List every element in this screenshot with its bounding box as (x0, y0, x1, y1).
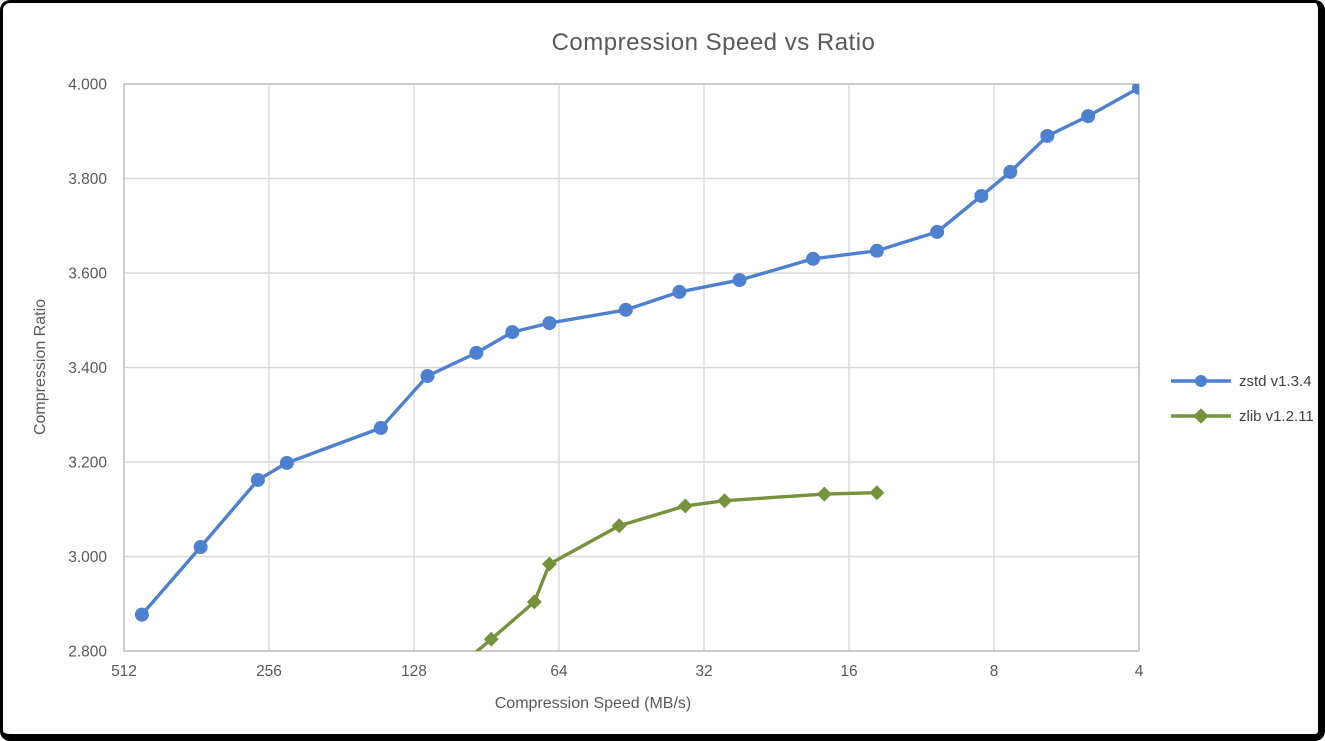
data-point-marker (1040, 128, 1055, 143)
data-point-marker (618, 302, 633, 317)
data-point-marker (732, 273, 747, 288)
data-point-marker (806, 251, 821, 266)
data-point-marker (193, 540, 208, 555)
data-point-marker (438, 670, 453, 685)
data-point-marker (526, 594, 542, 610)
x-tick-label: 128 (401, 663, 427, 680)
plot-border (123, 83, 1140, 652)
data-point-marker (1081, 109, 1096, 124)
x-tick-label: 32 (695, 663, 712, 680)
series-1 (438, 485, 885, 685)
x-tick-label: 4 (1135, 663, 1144, 680)
data-point-marker (420, 369, 435, 384)
y-tick-label: 3.400 (68, 360, 107, 377)
data-point-marker (930, 224, 945, 239)
plot-canvas: 2.800 3.000 3.200 3.400 3.600 3.800 4.000 512 25… (68, 76, 1144, 685)
legend-marker-zlib-icon (1171, 408, 1231, 424)
x-tick-label: 8 (990, 663, 999, 680)
legend: zstd v1.3.4 zlib v1.2.11 (1170, 371, 1314, 426)
legend-item-zstd: zstd v1.3.4 (1170, 371, 1314, 391)
data-point-marker (816, 486, 832, 502)
y-tick-label: 2.800 (68, 643, 107, 660)
x-tick-label: 256 (256, 663, 282, 680)
data-point-marker (250, 472, 265, 487)
series-0 (134, 84, 1139, 622)
data-point-marker (611, 518, 627, 534)
x-tick-label: 512 (111, 663, 137, 680)
data-point-marker (469, 345, 484, 360)
x-tick-label: 64 (550, 663, 568, 680)
y-tick-label: 3.600 (68, 265, 107, 282)
data-point-marker (974, 188, 989, 203)
x-axis-title: Compression Speed (MB/s) (494, 695, 692, 712)
y-tick-label: 3.000 (68, 549, 107, 566)
data-point-marker (279, 455, 294, 470)
y-tick-label: 4.000 (68, 76, 107, 93)
x-tick-label: 16 (840, 663, 857, 680)
data-point-marker (1132, 84, 1139, 95)
legend-label-zstd: zstd v1.3.4 (1239, 372, 1312, 390)
data-point-marker (542, 316, 557, 331)
data-point-marker (717, 493, 733, 509)
data-point-marker (672, 284, 687, 299)
series-line-1 (474, 491, 879, 651)
chart-title: Compression Speed vs Ratio (551, 29, 876, 56)
data-point-marker (134, 607, 149, 622)
data-point-marker (373, 420, 388, 435)
legend-item-zlib: zlib v1.2.11 (1170, 406, 1314, 426)
data-point-marker (869, 243, 884, 258)
y-tick-label: 3.800 (68, 171, 107, 188)
legend-marker-zstd-icon (1171, 375, 1231, 387)
data-point-marker (1003, 164, 1018, 179)
legend-label-zlib: zlib v1.2.11 (1239, 407, 1314, 425)
data-point-marker (541, 556, 557, 572)
data-point-marker (677, 498, 693, 514)
data-point-marker (869, 485, 885, 501)
series-line-0 (140, 86, 1139, 617)
y-axis-title: Compression Ratio (32, 298, 49, 436)
data-point-marker (505, 325, 520, 340)
y-tick-label: 3.200 (68, 454, 107, 471)
